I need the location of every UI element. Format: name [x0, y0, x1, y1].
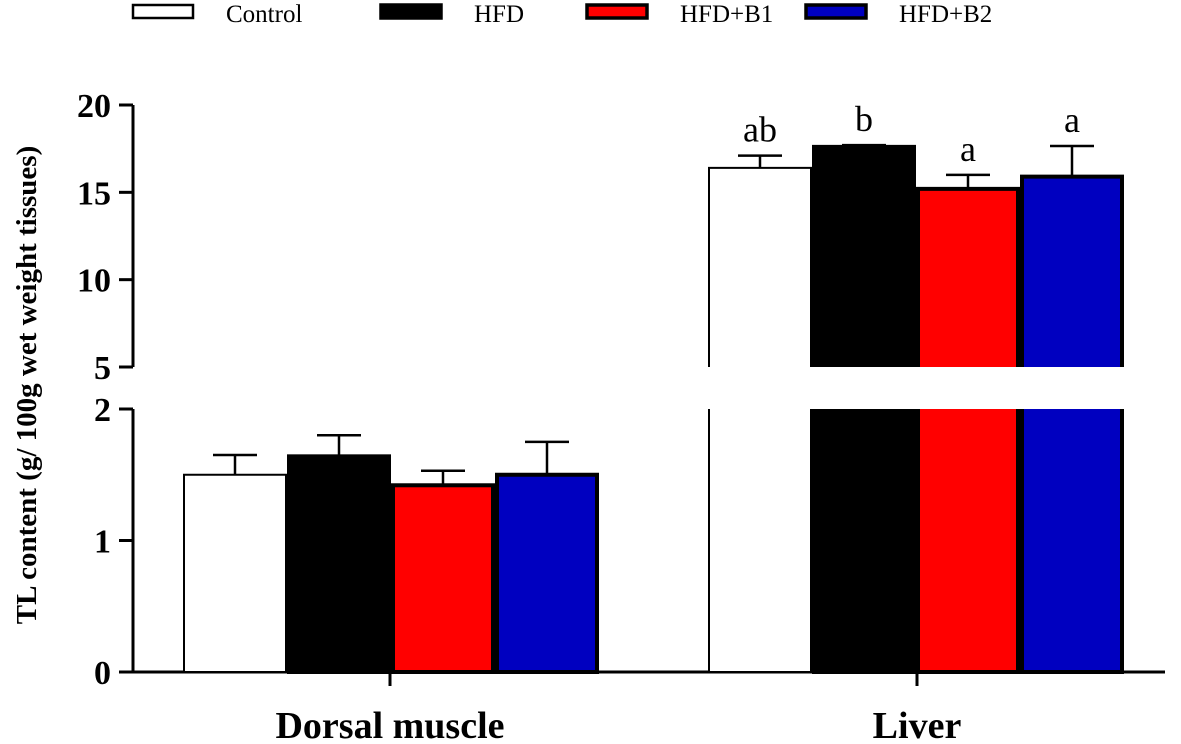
legend-label: HFD — [474, 1, 524, 28]
significance-label: a — [960, 129, 976, 169]
bar — [391, 483, 495, 674]
bar-lower-outline — [916, 409, 1020, 674]
y-tick-label: 1 — [94, 524, 111, 561]
legend-swatch — [585, 3, 649, 20]
y-tick-label: 2 — [94, 392, 111, 429]
bar — [287, 454, 391, 674]
bar-upper-outline — [708, 166, 812, 367]
bar-upper-outline — [916, 186, 1020, 367]
y-tick-label: 10 — [77, 263, 111, 300]
x-category-label: Dorsal muscle — [275, 705, 504, 744]
significance-label: b — [855, 99, 873, 139]
significance-label: ab — [743, 110, 777, 150]
legend-swatch — [804, 3, 868, 20]
bar-upper-outline — [1020, 174, 1124, 367]
bar-lower — [814, 409, 914, 672]
bar-upper — [709, 167, 811, 367]
y-tick-label: 15 — [77, 175, 111, 212]
legend-label: HFD+B1 — [680, 1, 773, 28]
bar-lower — [1022, 409, 1122, 672]
y-tick-label: 5 — [94, 350, 111, 387]
bar — [183, 473, 287, 673]
bar — [495, 472, 599, 674]
bar-upper — [1022, 176, 1122, 367]
bar-lower-outline — [1020, 409, 1124, 674]
bar-lower — [709, 409, 811, 672]
bar-upper — [814, 146, 914, 367]
legend-label: Control — [226, 1, 302, 28]
y-tick-label: 20 — [77, 88, 111, 125]
legend-label: HFD+B2 — [899, 1, 992, 28]
legend-swatch — [379, 3, 443, 20]
bar-lower — [918, 409, 1018, 672]
x-category-label: Liver — [873, 705, 962, 744]
y-axis-label: TL content (g/ 100g wet weight tissues) — [11, 146, 43, 624]
significance-label: a — [1064, 100, 1080, 140]
bar-lower-outline — [812, 409, 916, 674]
legend-swatch — [131, 3, 195, 20]
bar-upper — [918, 188, 1018, 367]
y-tick-label: 0 — [94, 655, 111, 692]
bar-upper-outline — [812, 144, 916, 367]
bar-lower-outline — [708, 409, 812, 673]
